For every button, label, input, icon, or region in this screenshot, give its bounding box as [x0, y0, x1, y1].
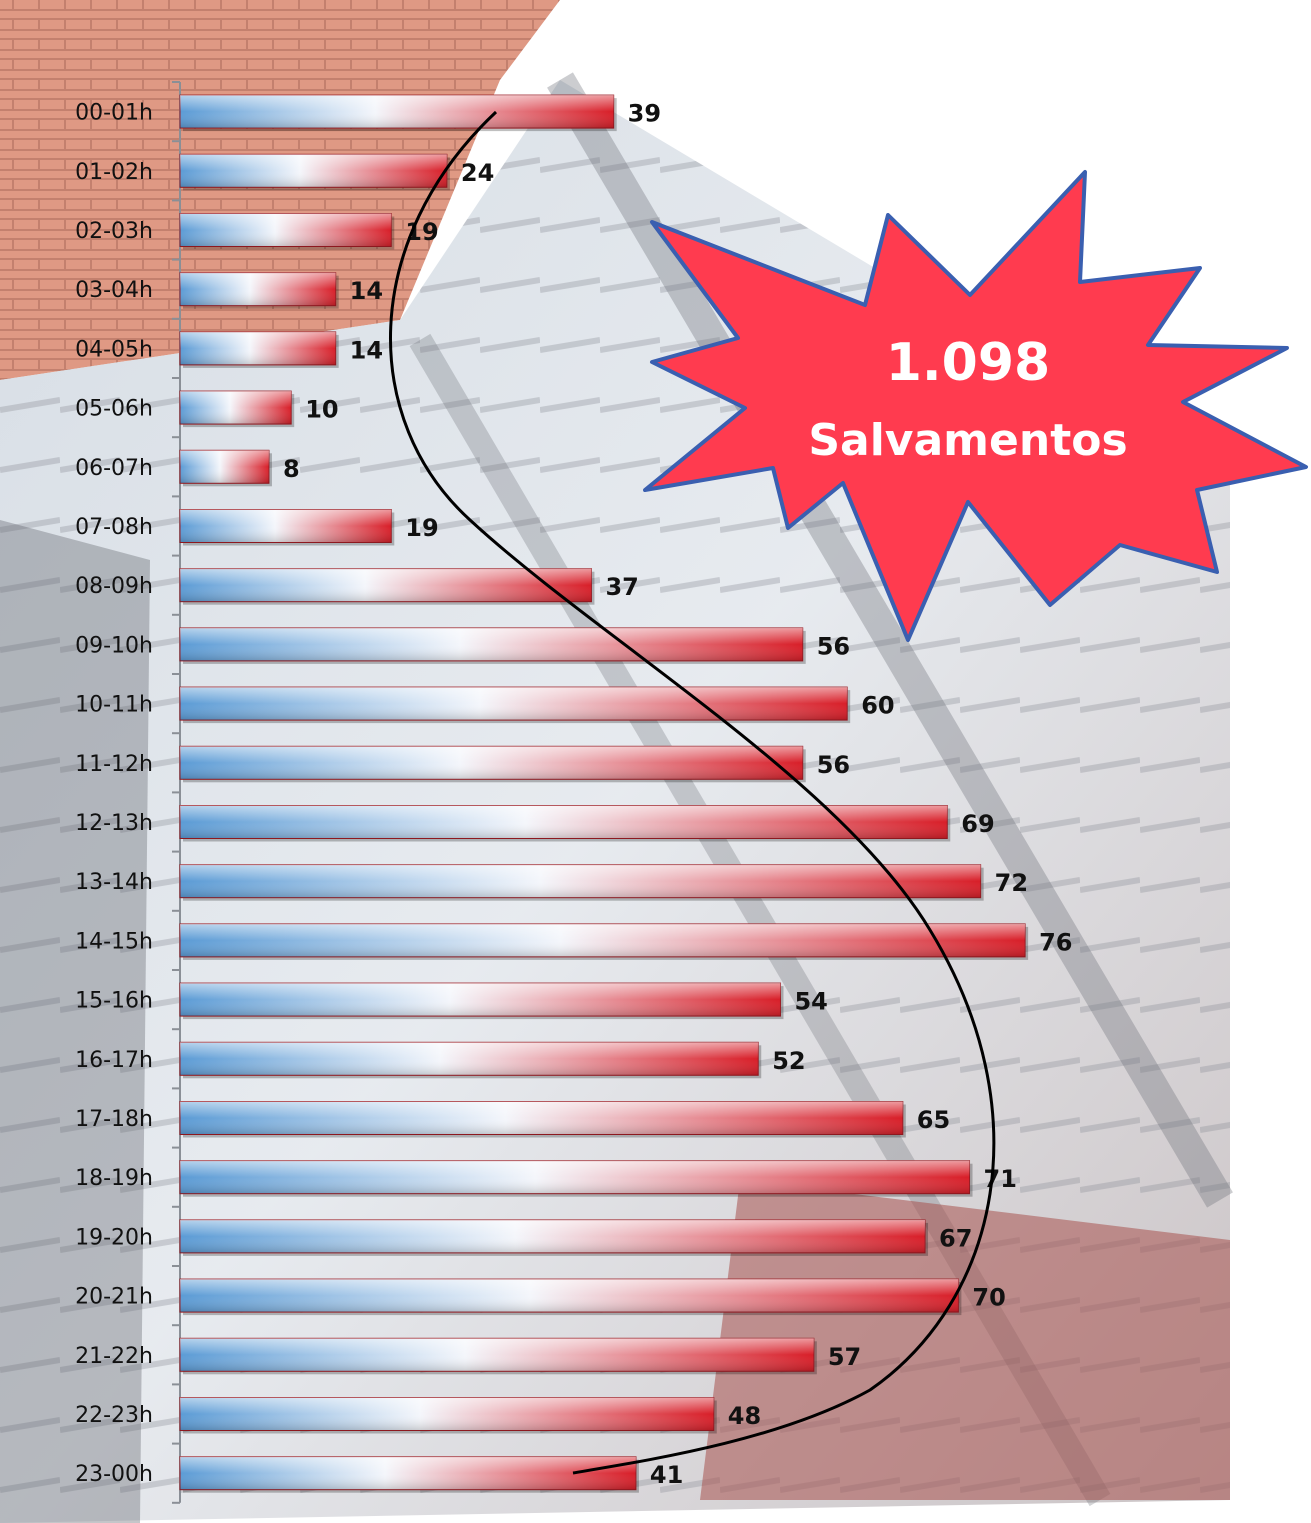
category-label: 14-15h	[75, 929, 153, 954]
callout-total: 1.098	[886, 333, 1050, 393]
value-label: 72	[995, 869, 1028, 897]
value-label: 8	[283, 455, 300, 483]
bar-shine	[180, 1042, 759, 1076]
bar-shine	[180, 1338, 814, 1372]
bar-shine	[180, 746, 803, 780]
value-label: 76	[1039, 928, 1072, 956]
category-label: 06-07h	[75, 456, 153, 481]
value-label: 52	[772, 1047, 805, 1075]
value-label: 57	[828, 1343, 861, 1371]
trend-line	[389, 110, 996, 1475]
value-label: 65	[917, 1106, 950, 1134]
bar-shine	[180, 923, 1026, 957]
bar-shine	[180, 95, 614, 129]
value-label: 48	[728, 1402, 761, 1430]
value-label: 24	[461, 159, 494, 187]
value-label: 14	[350, 277, 383, 305]
category-label: 23-00h	[75, 1462, 153, 1487]
value-label: 70	[972, 1284, 1005, 1312]
value-label: 69	[961, 810, 994, 838]
category-label: 08-09h	[75, 574, 153, 599]
category-label: 13-14h	[75, 870, 153, 895]
bar-shine	[180, 391, 292, 425]
category-label: 18-19h	[75, 1166, 153, 1191]
bar-shine	[180, 450, 269, 484]
callout-label: Salvamentos	[808, 415, 1127, 466]
bar-shine	[180, 509, 392, 543]
bars	[179, 94, 1029, 1493]
category-label: 07-08h	[75, 515, 153, 540]
value-label: 41	[650, 1461, 683, 1489]
bar-shine	[180, 1279, 959, 1313]
value-label: 56	[817, 751, 850, 779]
value-label: 67	[939, 1224, 972, 1252]
bar-shine	[180, 1219, 926, 1253]
value-label: 14	[350, 336, 383, 364]
category-label: 21-22h	[75, 1344, 153, 1369]
category-label: 12-13h	[75, 811, 153, 836]
y-axis	[172, 81, 181, 1504]
starburst-shape	[643, 170, 1308, 642]
bar-shine	[180, 1160, 970, 1194]
labels: 00-01h 39 01-02h 24 02-03h 19 03-04h 14 04-05h 14…	[75, 100, 1072, 1490]
value-label: 39	[628, 100, 661, 128]
category-label: 22-23h	[75, 1403, 153, 1428]
bar-shine	[180, 627, 803, 661]
value-label: 10	[305, 396, 338, 424]
bar-shine	[180, 154, 447, 188]
category-label: 20-21h	[75, 1285, 153, 1310]
category-label: 01-02h	[75, 160, 153, 185]
starburst-callout: 1.098 Salvamentos	[643, 170, 1308, 642]
value-label: 54	[794, 988, 827, 1016]
value-label: 71	[984, 1165, 1017, 1193]
bar-shine	[180, 1101, 903, 1135]
bar-shine	[180, 213, 392, 247]
category-label: 00-01h	[75, 101, 153, 126]
category-label: 15-16h	[75, 989, 153, 1014]
category-label: 16-17h	[75, 1048, 153, 1073]
value-label: 56	[817, 632, 850, 660]
value-label: 60	[861, 692, 894, 720]
bar-shine	[180, 983, 781, 1017]
category-label: 19-20h	[75, 1225, 153, 1250]
bar-shine	[180, 805, 948, 839]
category-label: 09-10h	[75, 633, 153, 658]
category-label: 05-06h	[75, 397, 153, 422]
category-label: 11-12h	[75, 752, 153, 777]
value-label: 37	[605, 573, 638, 601]
category-label: 02-03h	[75, 219, 153, 244]
value-label: 19	[405, 514, 438, 542]
category-label: 04-05h	[75, 337, 153, 362]
bar-shine	[180, 568, 592, 602]
bar-shine	[180, 1397, 714, 1431]
bar-shine	[180, 864, 981, 898]
bar-shine	[180, 272, 336, 306]
category-label: 03-04h	[75, 278, 153, 303]
category-label: 17-18h	[75, 1107, 153, 1132]
bar-shine	[180, 331, 336, 365]
bar-shine	[180, 687, 848, 721]
bar-shine	[180, 1456, 636, 1490]
category-label: 10-11h	[75, 693, 153, 718]
